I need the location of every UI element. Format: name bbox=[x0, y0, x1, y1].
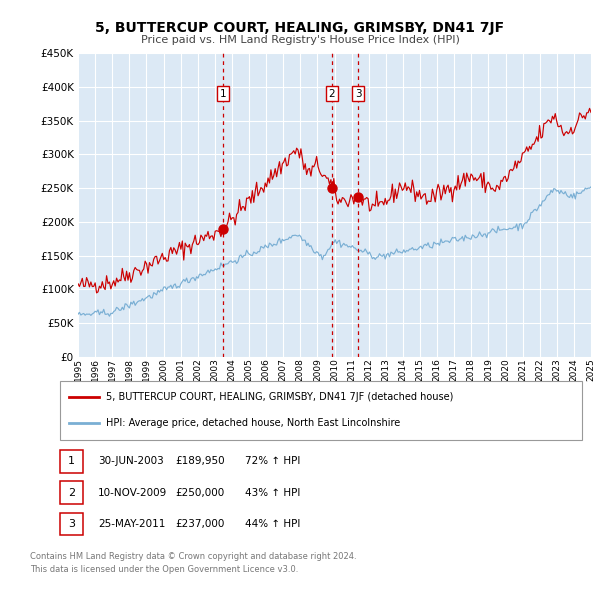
Text: 2: 2 bbox=[68, 488, 75, 497]
Text: 1: 1 bbox=[220, 88, 227, 99]
Text: 10-NOV-2009: 10-NOV-2009 bbox=[98, 488, 167, 497]
Text: 25-MAY-2011: 25-MAY-2011 bbox=[98, 519, 165, 529]
Text: 5, BUTTERCUP COURT, HEALING, GRIMSBY, DN41 7JF (detached house): 5, BUTTERCUP COURT, HEALING, GRIMSBY, DN… bbox=[106, 392, 454, 402]
Text: £237,000: £237,000 bbox=[176, 519, 225, 529]
Text: 5, BUTTERCUP COURT, HEALING, GRIMSBY, DN41 7JF: 5, BUTTERCUP COURT, HEALING, GRIMSBY, DN… bbox=[95, 21, 505, 35]
Text: This data is licensed under the Open Government Licence v3.0.: This data is licensed under the Open Gov… bbox=[30, 565, 298, 574]
Text: 72% ↑ HPI: 72% ↑ HPI bbox=[245, 457, 300, 466]
Text: 3: 3 bbox=[355, 88, 361, 99]
Text: 30-JUN-2003: 30-JUN-2003 bbox=[98, 457, 164, 466]
Text: £189,950: £189,950 bbox=[176, 457, 226, 466]
Text: £250,000: £250,000 bbox=[176, 488, 225, 497]
Text: Price paid vs. HM Land Registry's House Price Index (HPI): Price paid vs. HM Land Registry's House … bbox=[140, 35, 460, 45]
Text: 44% ↑ HPI: 44% ↑ HPI bbox=[245, 519, 300, 529]
Text: 2: 2 bbox=[329, 88, 335, 99]
Text: 43% ↑ HPI: 43% ↑ HPI bbox=[245, 488, 300, 497]
Text: HPI: Average price, detached house, North East Lincolnshire: HPI: Average price, detached house, Nort… bbox=[106, 418, 400, 428]
Text: Contains HM Land Registry data © Crown copyright and database right 2024.: Contains HM Land Registry data © Crown c… bbox=[30, 552, 356, 560]
Text: 1: 1 bbox=[68, 457, 75, 466]
Text: 3: 3 bbox=[68, 519, 75, 529]
